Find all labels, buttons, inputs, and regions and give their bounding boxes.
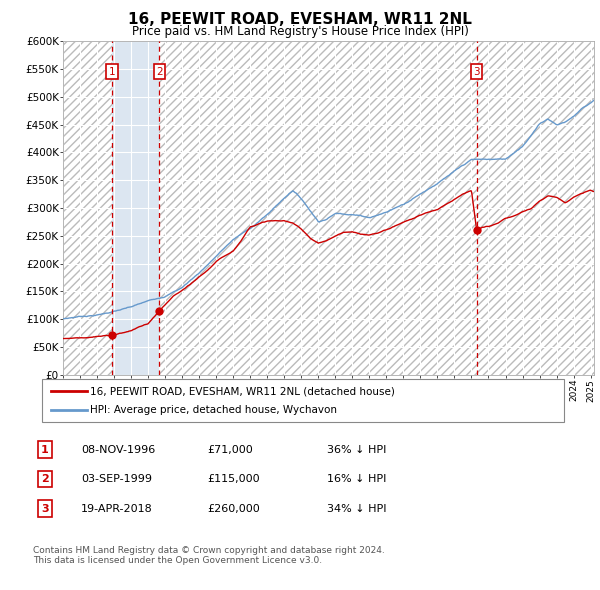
Bar [112, 41, 160, 375]
Bar [63, 41, 112, 375]
Bar [160, 41, 476, 375]
Text: 3: 3 [41, 504, 49, 513]
Text: 1: 1 [109, 67, 115, 77]
Text: 08-NOV-1996: 08-NOV-1996 [81, 445, 155, 454]
Text: 1: 1 [41, 445, 49, 454]
Text: 2: 2 [41, 474, 49, 484]
Text: 3: 3 [473, 67, 480, 77]
Text: 16, PEEWIT ROAD, EVESHAM, WR11 2NL: 16, PEEWIT ROAD, EVESHAM, WR11 2NL [128, 12, 472, 27]
Text: HPI: Average price, detached house, Wychavon: HPI: Average price, detached house, Wych… [90, 405, 337, 415]
Text: 36% ↓ HPI: 36% ↓ HPI [327, 445, 386, 454]
Text: £115,000: £115,000 [207, 474, 260, 484]
Bar [476, 41, 594, 375]
Text: 16% ↓ HPI: 16% ↓ HPI [327, 474, 386, 484]
Text: Contains HM Land Registry data © Crown copyright and database right 2024.
This d: Contains HM Land Registry data © Crown c… [33, 546, 385, 565]
Text: 03-SEP-1999: 03-SEP-1999 [81, 474, 152, 484]
Text: Price paid vs. HM Land Registry's House Price Index (HPI): Price paid vs. HM Land Registry's House … [131, 25, 469, 38]
Text: £71,000: £71,000 [207, 445, 253, 454]
Text: 19-APR-2018: 19-APR-2018 [81, 504, 153, 513]
Text: 2: 2 [156, 67, 163, 77]
Text: £260,000: £260,000 [207, 504, 260, 513]
Text: 16, PEEWIT ROAD, EVESHAM, WR11 2NL (detached house): 16, PEEWIT ROAD, EVESHAM, WR11 2NL (deta… [90, 386, 395, 396]
Text: 34% ↓ HPI: 34% ↓ HPI [327, 504, 386, 513]
